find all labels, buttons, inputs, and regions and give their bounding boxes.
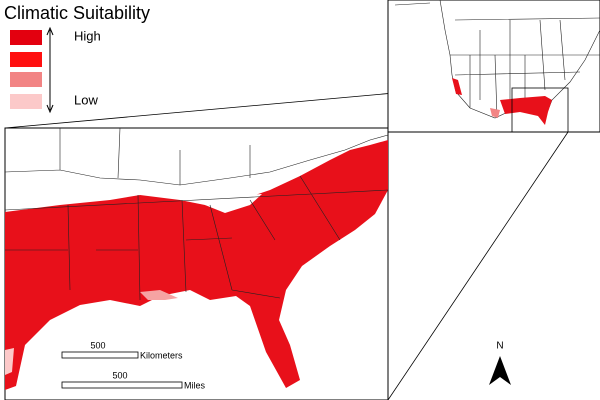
north-arrow bbox=[489, 356, 511, 385]
scale-km-unit: Kilometers bbox=[140, 350, 183, 360]
connector bbox=[4, 87, 451, 129]
connector bbox=[387, 131, 569, 400]
unsuitable-area bbox=[205, 194, 262, 213]
main-map bbox=[4, 127, 389, 400]
legend-swatch bbox=[10, 52, 42, 67]
legend-high: High bbox=[74, 28, 101, 43]
inset-suitability bbox=[490, 108, 500, 118]
legend-swatch bbox=[10, 94, 42, 109]
north-label: N bbox=[496, 341, 503, 352]
state-borders bbox=[4, 127, 389, 301]
legend-title: Climatic Suitability bbox=[4, 3, 150, 23]
scale-bar bbox=[61, 381, 183, 389]
low-area bbox=[140, 290, 178, 300]
legend-swatch bbox=[10, 72, 42, 87]
suitability-area bbox=[5, 140, 388, 390]
inset-map bbox=[387, 0, 600, 133]
low-area bbox=[5, 348, 14, 375]
legend-arrow-heads bbox=[46, 26, 54, 114]
scale-mi-value: 500 bbox=[112, 370, 127, 380]
scale-bar bbox=[61, 351, 139, 359]
inset-suitability bbox=[452, 78, 462, 95]
inset-extent bbox=[511, 87, 569, 133]
scale-km-value: 500 bbox=[90, 340, 105, 350]
legend-swatch bbox=[10, 30, 42, 45]
scale-mi-unit: Miles bbox=[184, 380, 206, 390]
legend-low: Low bbox=[74, 92, 98, 107]
inset-suitability bbox=[500, 96, 552, 125]
